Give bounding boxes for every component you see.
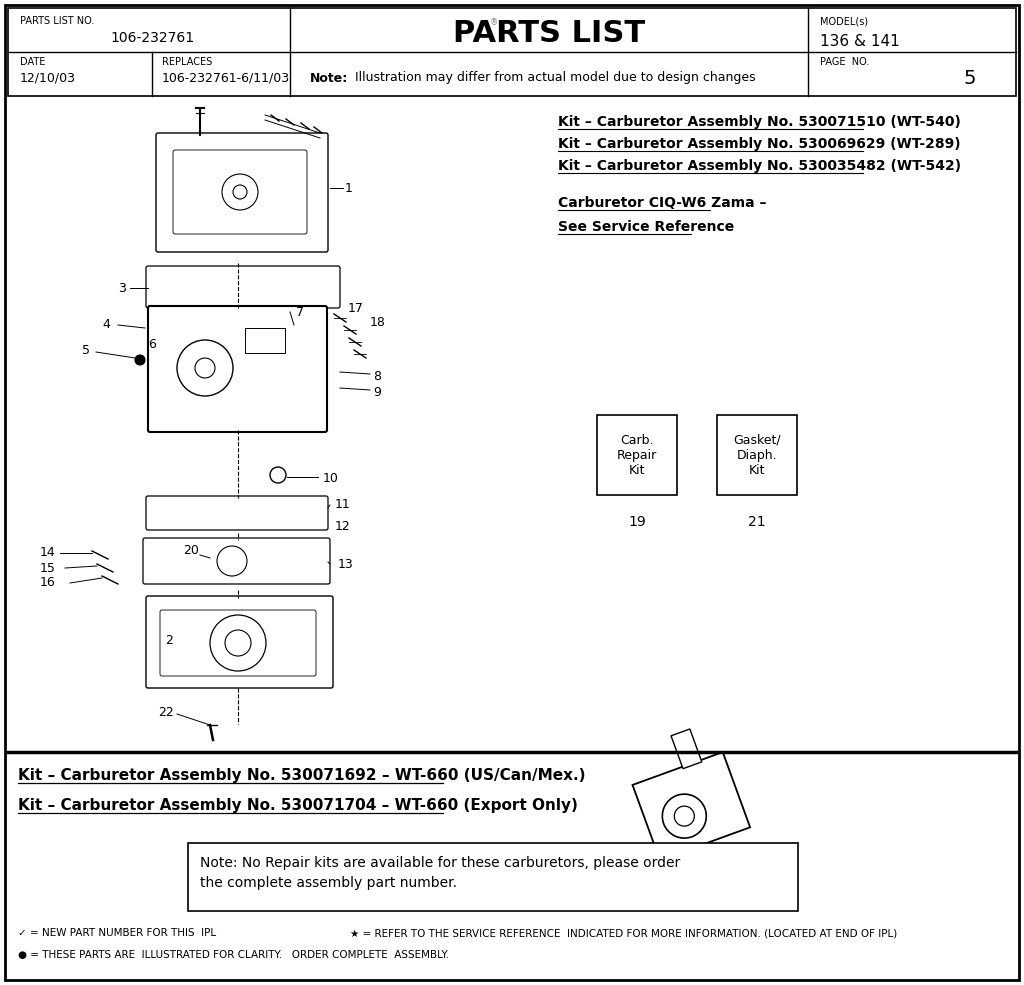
Text: ● = THESE PARTS ARE  ILLUSTRATED FOR CLARITY.   ORDER COMPLETE  ASSEMBLY.: ● = THESE PARTS ARE ILLUSTRATED FOR CLAR…	[18, 950, 449, 960]
FancyBboxPatch shape	[148, 306, 327, 432]
Text: ✓ = NEW PART NUMBER FOR THIS  IPL: ✓ = NEW PART NUMBER FOR THIS IPL	[18, 928, 216, 938]
Text: PAGE  NO.: PAGE NO.	[820, 57, 869, 67]
Text: Note:: Note:	[310, 72, 348, 85]
Text: the complete assembly part number.: the complete assembly part number.	[200, 876, 457, 890]
Text: Kit – Carburetor Assembly No. 530071510 (WT-540): Kit – Carburetor Assembly No. 530071510 …	[558, 115, 961, 129]
Text: 136 & 141: 136 & 141	[820, 34, 900, 49]
FancyBboxPatch shape	[156, 133, 328, 252]
Text: PARTS LIST: PARTS LIST	[453, 20, 645, 48]
Text: Kit – Carburetor Assembly No. 530071692 – WT-660 (US/Can/Mex.): Kit – Carburetor Assembly No. 530071692 …	[18, 768, 586, 783]
Text: 2: 2	[165, 633, 173, 646]
Text: 7: 7	[296, 305, 304, 318]
Text: 12: 12	[335, 520, 351, 534]
Bar	[717, 415, 797, 495]
Text: 13: 13	[338, 558, 353, 570]
Text: Gasket/
Diaph.
Kit: Gasket/ Diaph. Kit	[733, 433, 781, 477]
Text: Kit – Carburetor Assembly No. 530035482 (WT-542): Kit – Carburetor Assembly No. 530035482 …	[558, 159, 962, 173]
Text: 21: 21	[749, 515, 766, 529]
Bar	[8, 8, 1016, 96]
Text: 1: 1	[345, 181, 353, 194]
Text: ★ = REFER TO THE SERVICE REFERENCE  INDICATED FOR MORE INFORMATION. (LOCATED AT : ★ = REFER TO THE SERVICE REFERENCE INDIC…	[350, 928, 897, 938]
Text: 16: 16	[40, 576, 55, 589]
Text: 20: 20	[183, 545, 199, 558]
Text: PARTS LIST NO.: PARTS LIST NO.	[20, 16, 94, 26]
Bar	[597, 415, 677, 495]
Text: 19: 19	[628, 515, 646, 529]
Text: 18: 18	[370, 316, 386, 330]
Text: 15: 15	[40, 561, 56, 574]
Text: REPLACES: REPLACES	[162, 57, 212, 67]
Text: 3: 3	[118, 282, 126, 295]
Text: 8: 8	[373, 369, 381, 382]
FancyBboxPatch shape	[160, 610, 316, 676]
Bar	[671, 729, 701, 768]
Text: 14: 14	[40, 547, 55, 559]
Text: Kit – Carburetor Assembly No. 530069629 (WT-289): Kit – Carburetor Assembly No. 530069629 …	[558, 137, 961, 151]
Text: 22: 22	[158, 705, 174, 718]
Text: 11: 11	[335, 498, 351, 511]
Text: 106-232761: 106-232761	[110, 31, 195, 45]
Circle shape	[135, 355, 145, 365]
Text: 17: 17	[348, 301, 364, 314]
Bar	[188, 843, 798, 911]
Text: Note: No Repair kits are available for these carburetors, please order: Note: No Repair kits are available for t…	[200, 856, 680, 870]
Text: Illustration may differ from actual model due to design changes: Illustration may differ from actual mode…	[355, 72, 756, 85]
FancyBboxPatch shape	[146, 496, 328, 530]
Text: See Service Reference: See Service Reference	[558, 220, 734, 234]
Text: Carburetor CIQ-W6 Zama –: Carburetor CIQ-W6 Zama –	[558, 196, 767, 210]
FancyBboxPatch shape	[173, 150, 307, 234]
Text: DATE: DATE	[20, 57, 45, 67]
FancyBboxPatch shape	[146, 266, 340, 308]
FancyBboxPatch shape	[146, 596, 333, 688]
Text: 10: 10	[323, 472, 339, 485]
Text: 12/10/03: 12/10/03	[20, 72, 76, 85]
Text: 5: 5	[82, 344, 90, 357]
Text: 6: 6	[148, 338, 156, 351]
Text: 106-232761-6/11/03: 106-232761-6/11/03	[162, 72, 290, 85]
FancyBboxPatch shape	[143, 538, 330, 584]
Text: 5: 5	[964, 69, 976, 88]
Text: 9: 9	[373, 385, 381, 399]
Text: Carb.
Repair
Kit: Carb. Repair Kit	[616, 433, 657, 477]
Text: ®: ®	[489, 18, 498, 27]
Text: 4: 4	[102, 318, 110, 332]
Text: MODEL(s): MODEL(s)	[820, 16, 868, 26]
Bar	[633, 753, 751, 860]
Bar	[245, 328, 285, 353]
Text: Kit – Carburetor Assembly No. 530071704 – WT-660 (Export Only): Kit – Carburetor Assembly No. 530071704 …	[18, 798, 578, 813]
